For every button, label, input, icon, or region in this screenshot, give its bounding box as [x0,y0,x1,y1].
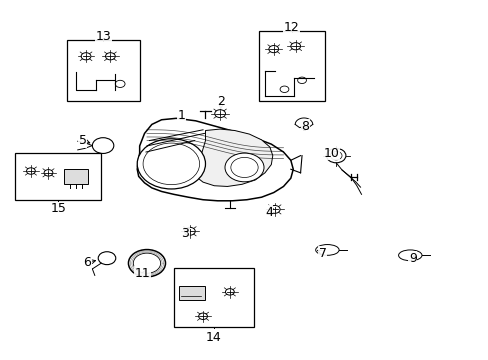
Text: 7: 7 [318,247,326,260]
Text: 1: 1 [177,109,184,122]
Text: 12: 12 [284,21,299,34]
Bar [64,168,88,184]
Text: 10: 10 [323,147,339,159]
Bar [178,286,205,300]
Text: 3: 3 [181,226,188,239]
Text: 4: 4 [264,206,272,219]
Polygon shape [137,118,293,201]
Bar [173,268,254,327]
Text: 6: 6 [83,256,91,269]
Bar [15,153,101,200]
Text: 8: 8 [301,120,309,133]
Text: 2: 2 [217,95,224,108]
Bar [66,40,140,101]
Text: 14: 14 [205,330,221,343]
Polygon shape [193,129,272,186]
Text: 9: 9 [408,252,416,265]
Text: 11: 11 [134,267,150,280]
Circle shape [137,139,205,189]
Circle shape [224,153,264,182]
Text: 15: 15 [50,202,66,215]
Bar [259,31,325,101]
Text: 13: 13 [95,30,111,43]
Text: 5: 5 [79,134,86,147]
